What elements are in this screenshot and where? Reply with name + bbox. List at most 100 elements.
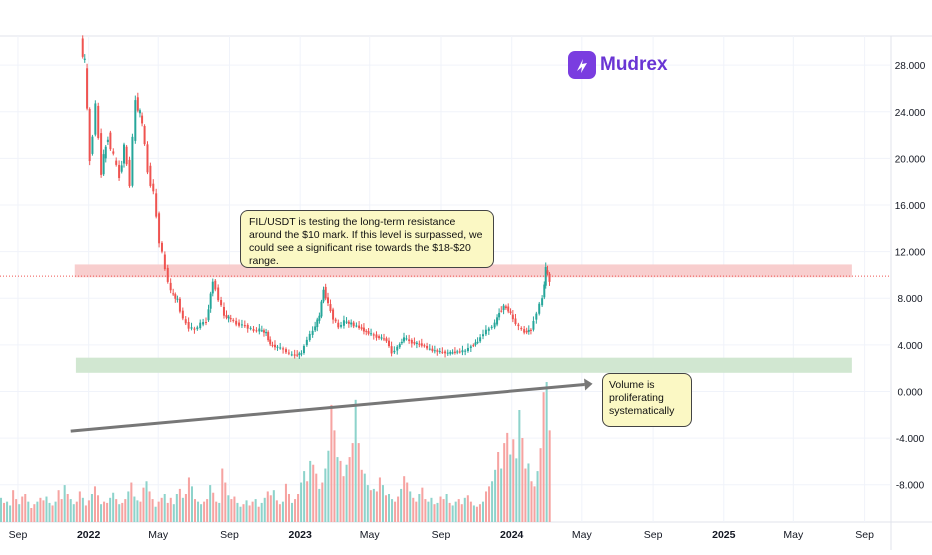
candle-body (205, 322, 208, 324)
candle-body (535, 313, 538, 320)
volume-bar (30, 508, 33, 522)
volume-bar (203, 501, 206, 522)
candle-body (444, 351, 447, 354)
candle-body (469, 346, 472, 348)
resistance-annotation[interactable]: FIL/USDT is testing the long-term resist… (240, 210, 494, 268)
volume-bar (539, 448, 542, 522)
candle-body (243, 325, 246, 327)
x-tick-label: May (148, 529, 169, 541)
volume-bars (0, 382, 551, 522)
volume-bar (215, 501, 218, 522)
volume-bar (548, 430, 551, 522)
volume-bar (275, 500, 278, 522)
candle-body (240, 324, 243, 326)
volume-bar (178, 488, 181, 522)
volume-bar (93, 486, 96, 522)
volume-bar (300, 482, 303, 522)
volume-bar (451, 505, 454, 522)
candle-body (138, 110, 141, 114)
volume-bar (139, 501, 142, 522)
volume-bar (63, 485, 66, 522)
candle-body (176, 298, 179, 300)
volume-bar (69, 499, 72, 522)
volume-bar (112, 492, 115, 522)
candle-body (235, 320, 238, 325)
volume-bar (248, 505, 251, 522)
candle-body (355, 325, 358, 327)
candle-body (365, 330, 368, 332)
volume-bar (151, 499, 154, 522)
volume-bar (536, 471, 539, 522)
volume-bar (200, 504, 203, 522)
candle-body (324, 286, 327, 299)
candle-body (380, 337, 383, 339)
volume-bar (515, 458, 518, 522)
candle-body (472, 345, 475, 347)
x-tick-label: Sep (220, 529, 239, 541)
volume-bar (445, 494, 448, 522)
candle-body (461, 350, 464, 353)
candle-body (190, 327, 193, 329)
volume-bar (269, 495, 272, 522)
candle-body (464, 350, 467, 352)
volume-bar (327, 450, 330, 522)
volume-bar (427, 501, 430, 522)
volume-bar (87, 500, 90, 522)
volume-bar (442, 499, 445, 522)
volume-bar (239, 506, 242, 522)
candle-body (438, 351, 441, 353)
candle-body (320, 301, 323, 317)
candle-body (273, 344, 276, 348)
grid (0, 35, 932, 550)
candle-body (238, 322, 241, 326)
volume-bar (154, 506, 157, 522)
volume-bar (227, 495, 230, 522)
candle-body (136, 97, 139, 111)
candle-body (370, 333, 373, 335)
volume-bar (421, 487, 424, 522)
candle-body (97, 105, 100, 138)
volume-bar (336, 457, 339, 522)
candle-body (405, 338, 408, 340)
candle-body (523, 329, 526, 333)
volume-bar (518, 410, 521, 522)
volume-bar (363, 473, 366, 522)
candle-body (525, 330, 528, 333)
candle-body (308, 333, 311, 341)
volume-bar (460, 504, 463, 522)
x-tick-label: May (783, 529, 804, 541)
candle-body (94, 103, 97, 135)
candle-body (496, 317, 499, 325)
candle-body (476, 341, 479, 343)
lightning-icon (568, 51, 596, 79)
y-axis[interactable]: 28.000 24.000 20.000 16.000 12.000 8.000 4.000… (895, 61, 926, 492)
candle-body (311, 330, 314, 335)
volume-bar (294, 499, 297, 522)
candle-body (352, 322, 355, 327)
volume-bar (357, 443, 360, 522)
volume-bar (494, 469, 497, 522)
candle-body (375, 334, 378, 338)
volume-annotation[interactable]: Volume is proliferating systematically (602, 373, 692, 427)
volume-bar (21, 496, 24, 522)
volume-bar (0, 497, 3, 522)
volume-annotation-text: Volume is proliferating systematically (609, 379, 675, 418)
volume-bar (118, 504, 121, 522)
volume-bar (96, 495, 100, 522)
volume-bar (318, 488, 321, 522)
candle-body (293, 354, 296, 356)
volume-bar (163, 494, 166, 522)
volume-bar (42, 500, 45, 522)
candle-body (423, 345, 426, 347)
candle-body (199, 322, 202, 329)
candle-body (329, 304, 332, 312)
volume-bar (342, 476, 345, 522)
volume-bar (169, 497, 172, 522)
x-axis[interactable]: Sep 2022 May Sep 2023 May Sep 2024 May Sep 2025 May… (9, 529, 874, 541)
volume-bar (124, 499, 127, 522)
volume-bar (415, 501, 418, 522)
candle-body (517, 324, 520, 327)
volume-bar (448, 502, 451, 522)
